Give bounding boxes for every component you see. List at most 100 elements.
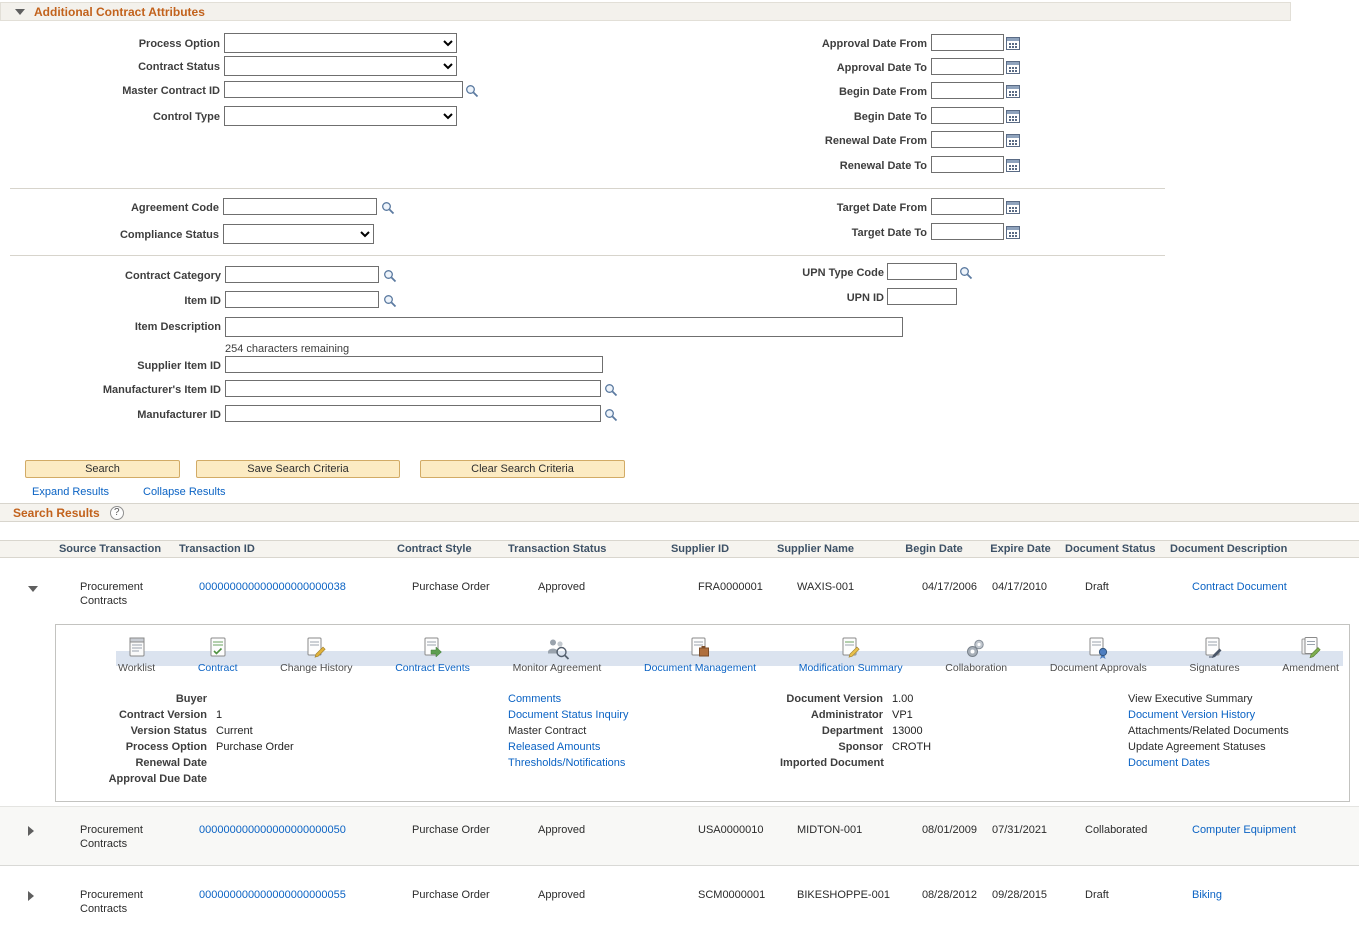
toolbar-item-collaboration[interactable]: Collaboration	[945, 635, 1007, 674]
contract-category-input[interactable]	[225, 266, 379, 283]
search-results-header: Search Results ?	[0, 503, 1359, 522]
transaction-status-cell: Approved	[538, 581, 586, 593]
expand-results-link[interactable]: Expand Results	[32, 486, 110, 498]
upn-id-label: UPN ID	[846, 292, 884, 304]
contract-toolbar: Worklist Contract Change History Contrac…	[56, 625, 1349, 687]
expire-date-cell: 07/31/2021	[992, 824, 1048, 836]
document-description-link[interactable]: Contract Document	[1192, 581, 1287, 593]
renewal-date-from-calendar-icon[interactable]	[1006, 133, 1020, 147]
table-row: Procurement Contracts 000000000000000000…	[0, 806, 1359, 866]
column-supplier-id: Supplier ID	[670, 543, 730, 555]
manufacturers-item-id-label: Manufacturer's Item ID	[102, 384, 221, 396]
target-date-from-calendar-icon[interactable]	[1006, 200, 1020, 214]
document-description-link[interactable]: Biking	[1192, 889, 1222, 901]
target-date-to-input[interactable]	[931, 223, 1004, 240]
supplier-item-id-input[interactable]	[225, 356, 603, 373]
thresholds-notifications-link[interactable]: Thresholds/Notifications	[508, 757, 626, 769]
comments-link[interactable]: Comments	[508, 693, 562, 705]
toolbar-item-contract-events[interactable]: Contract Events	[395, 635, 470, 674]
expand-row-icon[interactable]	[28, 891, 34, 901]
help-icon[interactable]: ?	[109, 505, 124, 520]
control-type-label: Control Type	[152, 111, 220, 123]
upn-type-code-input[interactable]	[887, 263, 957, 280]
document-version-history-link[interactable]: Document Version History	[1128, 709, 1256, 721]
approval-date-from-calendar-icon[interactable]	[1006, 36, 1020, 50]
item-description-input[interactable]	[225, 317, 903, 337]
contract-style-cell: Purchase Order	[412, 824, 490, 836]
begin-date-from-calendar-icon[interactable]	[1006, 84, 1020, 98]
approval-date-from-input[interactable]	[931, 34, 1004, 51]
begin-date-to-calendar-icon[interactable]	[1006, 109, 1020, 123]
document-approvals-icon	[1085, 635, 1111, 661]
manufacturers-item-id-input[interactable]	[225, 380, 601, 397]
toolbar-item-document-approvals[interactable]: Document Approvals	[1050, 635, 1147, 674]
transaction-id-link[interactable]: 000000000000000000000050	[199, 824, 346, 836]
target-date-from-input[interactable]	[931, 198, 1004, 215]
renewal-date-to-calendar-icon[interactable]	[1006, 158, 1020, 172]
clear-search-criteria-button[interactable]: Clear Search Criteria	[420, 460, 625, 478]
manufacturer-id-lookup-icon[interactable]	[604, 408, 618, 422]
transaction-status-cell: Approved	[538, 824, 586, 836]
collapse-section-icon[interactable]	[15, 8, 25, 15]
attachments-related-documents-text: Attachments/Related Documents	[1128, 725, 1289, 737]
toolbar-item-amendment[interactable]: Amendment	[1282, 635, 1339, 674]
agreement-code-input[interactable]	[223, 198, 377, 215]
contract-status-label: Contract Status	[138, 61, 220, 73]
column-contract-style: Contract Style	[397, 543, 472, 555]
item-id-input[interactable]	[225, 291, 379, 308]
toolbar-item-monitor-agreement[interactable]: Monitor Agreement	[513, 635, 601, 674]
agreement-code-lookup-icon[interactable]	[381, 201, 395, 215]
manufacturers-item-id-lookup-icon[interactable]	[604, 383, 618, 397]
document-description-link[interactable]: Computer Equipment	[1192, 824, 1296, 836]
agreement-code-label: Agreement Code	[130, 202, 219, 214]
section-title: Additional Contract Attributes	[34, 4, 205, 19]
process-option-select[interactable]	[224, 33, 457, 53]
toolbar-item-worklist[interactable]: Worklist	[118, 635, 155, 674]
toolbar-item-modification-summary[interactable]: Modification Summary	[799, 635, 903, 674]
document-dates-link[interactable]: Document Dates	[1128, 757, 1210, 769]
search-button[interactable]: Search	[25, 460, 180, 478]
approval-date-to-calendar-icon[interactable]	[1006, 60, 1020, 74]
master-contract-id-lookup-icon[interactable]	[465, 84, 479, 98]
renewal-date-to-input[interactable]	[931, 156, 1004, 173]
column-transaction-status: Transaction Status	[508, 543, 607, 555]
document-status-inquiry-link[interactable]: Document Status Inquiry	[508, 709, 629, 721]
toolbar-item-contract[interactable]: Contract	[198, 635, 238, 674]
toolbar-item-change-history[interactable]: Change History	[280, 635, 353, 674]
transaction-status-cell: Approved	[538, 889, 586, 901]
view-executive-summary-text: View Executive Summary	[1128, 693, 1253, 705]
item-id-lookup-icon[interactable]	[383, 294, 397, 308]
manufacturer-id-input[interactable]	[225, 405, 601, 422]
transaction-id-link[interactable]: 000000000000000000000038	[199, 581, 346, 593]
toolbar-item-document-management[interactable]: Document Management	[644, 635, 756, 674]
source-transaction-cell: Procurement Contracts	[80, 824, 143, 850]
contract-status-select[interactable]	[224, 56, 457, 76]
toolbar-item-signatures[interactable]: Signatures	[1189, 635, 1240, 674]
collapse-results-link[interactable]: Collapse Results	[143, 486, 226, 498]
upn-id-input[interactable]	[887, 288, 957, 305]
supplier-id-cell: FRA0000001	[698, 581, 763, 593]
control-type-select[interactable]	[224, 106, 457, 126]
begin-date-from-label: Begin Date From	[838, 86, 927, 98]
divider	[10, 255, 1165, 256]
approval-date-to-input[interactable]	[931, 58, 1004, 75]
supplier-name-cell: WAXIS-001	[797, 581, 855, 593]
contract-icon	[205, 635, 231, 661]
expand-row-icon[interactable]	[28, 826, 34, 836]
begin-date-to-input[interactable]	[931, 107, 1004, 124]
save-search-criteria-button[interactable]: Save Search Criteria	[196, 460, 400, 478]
target-date-to-calendar-icon[interactable]	[1006, 225, 1020, 239]
begin-date-from-input[interactable]	[931, 82, 1004, 99]
contract-detail-panel: Worklist Contract Change History Contrac…	[55, 624, 1350, 802]
compliance-status-select[interactable]	[223, 224, 374, 244]
renewal-date-from-input[interactable]	[931, 131, 1004, 148]
upn-type-code-lookup-icon[interactable]	[959, 266, 973, 280]
version-status-value: Current	[216, 725, 253, 737]
collapse-row-icon[interactable]	[28, 586, 38, 592]
released-amounts-link[interactable]: Released Amounts	[508, 741, 601, 753]
contract-category-lookup-icon[interactable]	[383, 269, 397, 283]
transaction-id-link[interactable]: 000000000000000000000055	[199, 889, 346, 901]
begin-date-cell: 08/01/2009	[921, 824, 977, 836]
master-contract-id-input[interactable]	[224, 81, 463, 98]
version-status-label: Version Status	[130, 725, 207, 737]
